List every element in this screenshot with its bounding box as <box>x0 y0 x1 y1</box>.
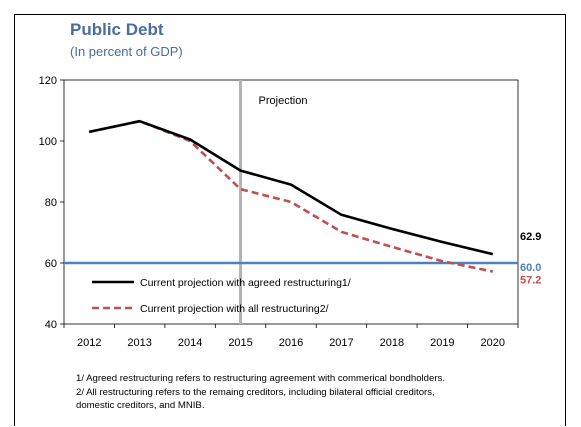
x-tick-label: 2018 <box>380 337 404 349</box>
footnote-2: 2/ All restructuring refers to the remai… <box>76 386 435 398</box>
x-tick-label: 2013 <box>127 337 151 349</box>
public-debt-chart: 40 60 80 100 120 2012 2013 2014 2015 2016 2017 2018… <box>39 75 542 349</box>
series-line-1 <box>88 119 494 273</box>
x-tick-label: 2015 <box>228 337 252 349</box>
footnote-1: 1/ Agreed restructuring refers to restru… <box>76 373 445 384</box>
plot-area: 40 60 80 100 120 2012 2013 2014 2015 2016 2017 2018… <box>39 75 542 349</box>
x-tick-label: 2019 <box>430 337 454 349</box>
y-tick-label: 120 <box>39 75 57 87</box>
series-line-0 <box>88 119 494 256</box>
x-tick-label: 2016 <box>279 337 303 349</box>
x-tick-label: 2020 <box>481 337 505 349</box>
x-tick-label: 2014 <box>178 337 202 349</box>
y-tick-label: 100 <box>39 136 57 148</box>
end-label-2: 60.0 <box>520 262 541 274</box>
chart-subtitle: (In percent of GDP) <box>70 44 183 59</box>
chart-title: Public Debt <box>70 20 164 39</box>
footnotes: 1/ Agreed restructuring refers to restru… <box>76 372 546 413</box>
end-label-1: 57.2 <box>520 275 541 287</box>
y-tick-label: 80 <box>45 197 57 209</box>
legend-label-1: Current projection with all restructurin… <box>140 303 329 315</box>
x-tick-label: 2012 <box>77 337 101 349</box>
y-tick-label: 40 <box>45 319 57 331</box>
end-label-0: 62.9 <box>520 231 541 243</box>
chart-frame <box>14 14 566 426</box>
legend-label-0: Current projection with agreed restructu… <box>140 277 351 289</box>
y-tick-label: 60 <box>45 258 57 270</box>
footnote-3: domestic creditors, and MNIB. <box>76 400 205 411</box>
x-tick-label: 2017 <box>329 337 353 349</box>
projection-label: Projection <box>259 95 308 107</box>
